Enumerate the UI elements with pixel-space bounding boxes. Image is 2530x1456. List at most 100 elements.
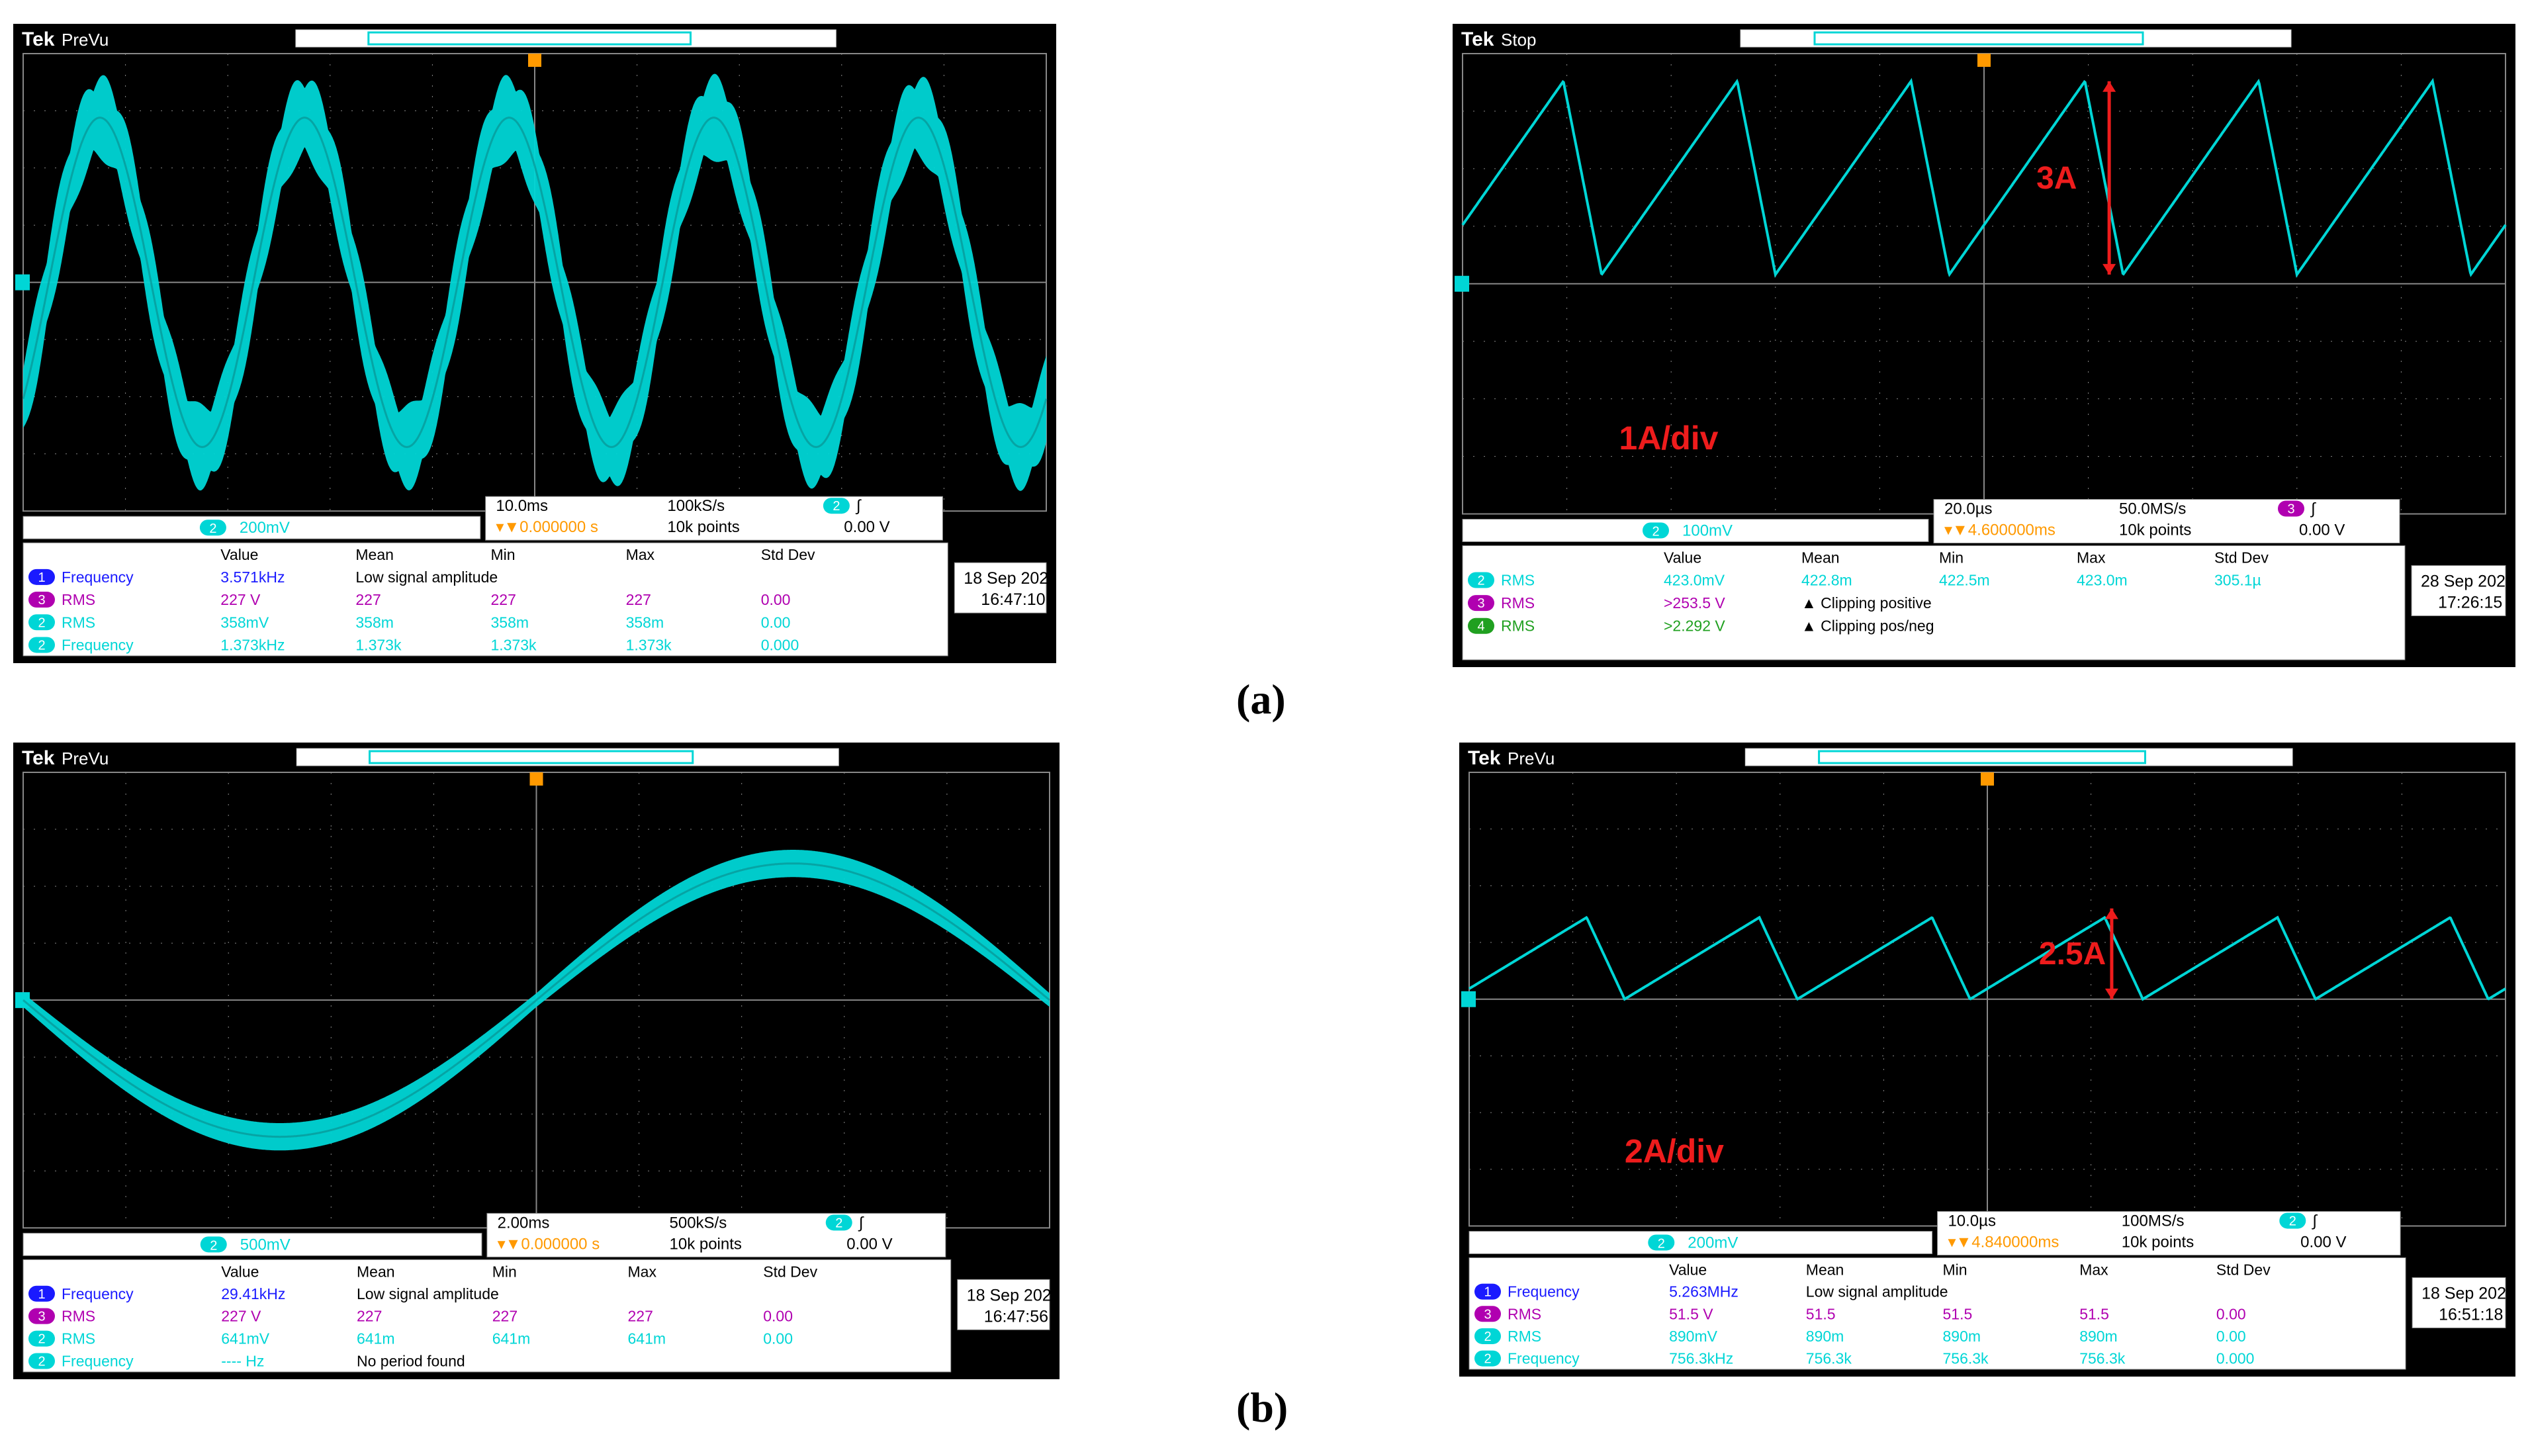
- channel-2-badge-label: 2: [1652, 525, 1659, 539]
- timebase: 20.0µs: [1944, 500, 1993, 518]
- division-scale-label: 1A/div: [1619, 420, 1718, 457]
- measurement-header: Max: [2079, 1261, 2108, 1278]
- acquisition-status: Stop: [1501, 30, 1537, 50]
- record-view-window: [367, 31, 692, 46]
- measurement-channel-label: 1: [38, 1287, 45, 1302]
- division-scale-label: 2A/div: [1625, 1132, 1724, 1169]
- measurement-name: Frequency: [1508, 1283, 1580, 1300]
- measurement-channel-label: 1: [38, 570, 45, 585]
- measurement-channel-badge: [28, 569, 55, 585]
- measurement-channel-badge: [28, 614, 55, 631]
- measurement-header: Std Dev: [763, 1263, 817, 1280]
- record-view-window: [369, 750, 694, 764]
- measurement-stat: 0.000: [2216, 1350, 2255, 1367]
- measurement-header: Value: [220, 546, 258, 563]
- brand-logo: Tek: [22, 28, 55, 50]
- measurement-stat: 422.8m: [1801, 571, 1852, 588]
- trigger-position-marker: [1977, 54, 1991, 67]
- record-length: 10k points: [667, 518, 739, 536]
- measurement-channel-badge: [1474, 1306, 1501, 1322]
- measurement-stat: 1.373k: [355, 636, 402, 653]
- oscilloscope-screen-b-left: Tek PreVu 2 500mV 2.00ms 500kS/s 2 ∫ ▾▼0.000000 …: [13, 743, 1060, 1379]
- measurement-channel-label: 3: [38, 1310, 45, 1324]
- measurement-value: 890mV: [1669, 1328, 1718, 1345]
- measurement-channel-badge: [28, 1285, 55, 1302]
- timestamp-box: [957, 1279, 1050, 1330]
- measurement-value: ---- Hz: [221, 1353, 264, 1370]
- vertical-scale: 500mV: [240, 1236, 291, 1253]
- measurement-value: 641mV: [221, 1330, 270, 1347]
- measurement-channel-label: 4: [1477, 619, 1484, 634]
- measurement-value: 3.571kHz: [220, 569, 285, 586]
- record-length: 10k points: [2119, 522, 2191, 539]
- trigger-channel-label: 2: [833, 499, 840, 514]
- measurement-channel-badge: [1468, 572, 1494, 588]
- measurement-stat: 51.5: [1943, 1305, 1973, 1322]
- channel-2-waveform: [1468, 915, 2507, 1001]
- channel-2-waveform-center: [22, 116, 1048, 448]
- measurement-channel-label: 1: [1484, 1285, 1491, 1300]
- measurement-header: Mean: [355, 546, 394, 563]
- horizontal-settings-box: [1937, 1210, 2401, 1255]
- measurement-name: Frequency: [62, 636, 134, 653]
- annotation-arrowhead-bottom: [2102, 263, 2116, 275]
- acquisition-status: PreVu: [62, 749, 109, 768]
- measurement-header: Max: [626, 546, 655, 563]
- measurement-stat: 227: [628, 1308, 653, 1325]
- trigger-channel-badge: [2278, 500, 2304, 517]
- oscilloscope-screen-a-right: Tek Stop 3A 1A/div 2 100mV 20.0µs 50.0MS/s 3 ∫ ▾▼4…: [1453, 24, 2515, 667]
- measurement-stat: 0.00: [761, 591, 791, 608]
- measurement-name: Frequency: [1508, 1350, 1580, 1367]
- trigger-level: 0.00 V: [2300, 1233, 2346, 1251]
- measurement-stat: 890m: [2079, 1328, 2118, 1345]
- trigger-position: ▾▼0.000000 s: [498, 1235, 600, 1253]
- measurement-stat: ▲ Clipping positive: [1801, 594, 1932, 612]
- measurement-stat: 0.00: [2216, 1328, 2246, 1345]
- date: 18 Sep 2023: [2421, 1284, 2513, 1302]
- trigger-channel-label: 2: [2289, 1214, 2296, 1228]
- measurement-header: Std Dev: [761, 546, 815, 563]
- measurement-value: 756.3kHz: [1669, 1350, 1733, 1367]
- measurement-stat: 51.5: [1806, 1305, 1836, 1322]
- measurement-name: RMS: [1501, 594, 1535, 612]
- measurement-stat: No period found: [357, 1353, 465, 1370]
- measurement-stat: 756.3k: [1943, 1350, 1989, 1367]
- channel-2-badge: [199, 520, 226, 536]
- measurement-stat: 227: [355, 591, 381, 608]
- measurement-header: Mean: [1806, 1261, 1844, 1278]
- channel-2-badge-label: 2: [209, 522, 216, 536]
- measurement-channel-label: 2: [38, 1355, 45, 1369]
- measurement-header: Mean: [1801, 549, 1840, 567]
- acquisition-status: PreVu: [1508, 749, 1555, 768]
- trigger-channel-badge: [825, 1214, 852, 1231]
- measurement-channel-badge: [1468, 595, 1494, 612]
- vertical-scale: 100mV: [1682, 522, 1733, 540]
- measurement-stat: 641m: [492, 1330, 531, 1347]
- measurement-header: Min: [492, 1263, 517, 1280]
- channel-scale-box: [1462, 519, 1929, 543]
- channel-2-badge: [1643, 522, 1669, 539]
- measurement-value: 29.41kHz: [221, 1285, 285, 1302]
- channel-scale-box: [23, 516, 481, 539]
- measurement-stat: 641m: [628, 1330, 666, 1347]
- measurement-header: Max: [628, 1263, 657, 1280]
- trigger-slope-icon: ∫: [2310, 500, 2316, 518]
- trigger-level: 0.00 V: [846, 1235, 892, 1253]
- measurement-stat: 227: [626, 591, 651, 608]
- measurement-stat: 756.3k: [1806, 1350, 1852, 1367]
- measurement-channel-label: 2: [38, 615, 45, 630]
- horizontal-settings-box: [1933, 499, 2400, 544]
- channel-2-badge-label: 2: [210, 1238, 217, 1253]
- trigger-position-marker: [1981, 772, 1994, 786]
- measurement-stat: 51.5: [2079, 1305, 2109, 1322]
- trigger-position-marker: [528, 54, 541, 67]
- sample-rate: 100MS/s: [2122, 1212, 2185, 1230]
- channel-2-ground-marker: [15, 274, 30, 291]
- measurement-name: Frequency: [62, 569, 134, 586]
- measurement-stat: 422.5m: [1939, 571, 1990, 588]
- trigger-level: 0.00 V: [2299, 522, 2345, 539]
- timestamp-box: [954, 562, 1047, 614]
- measurement-stat: 0.00: [763, 1308, 793, 1325]
- time: 17:26:15: [2438, 594, 2502, 612]
- measurement-header: Max: [2077, 549, 2106, 567]
